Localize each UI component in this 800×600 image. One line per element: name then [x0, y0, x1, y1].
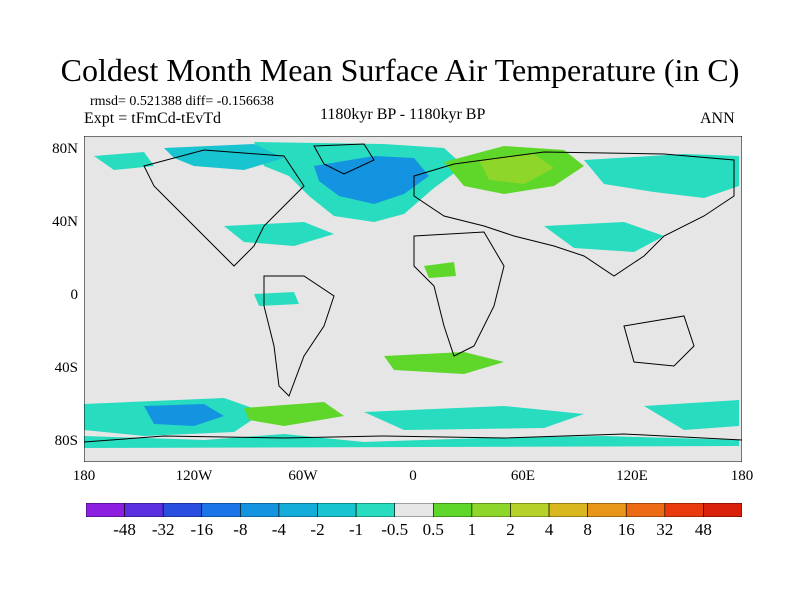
coast-australia: [623, 315, 695, 367]
colorbar-label: -8: [233, 520, 248, 539]
colorbar-swatch: [278, 503, 318, 517]
coast-africa: [413, 231, 505, 357]
contour-east-pacific: [94, 152, 154, 170]
colorbar-swatch: [548, 503, 588, 517]
colorbar-label: 0.5: [422, 520, 444, 539]
experiment-label: Expt = tFmCd-tEvTd: [84, 110, 222, 127]
season-label: ANN: [700, 110, 735, 127]
colorbar-label: 8: [583, 520, 592, 539]
colorbar-swatch: [162, 503, 203, 517]
coast-europe-asia: [413, 151, 735, 277]
y-label-40n: 40N: [52, 214, 78, 230]
colorbar-label: -48: [113, 520, 136, 539]
x-label-120w: 120W: [175, 468, 213, 484]
colorbar-swatch: [201, 503, 241, 517]
colorbar-label: -4: [271, 520, 286, 539]
contour-north-atlantic-core: [314, 156, 429, 204]
contour-north-america-east: [224, 222, 334, 246]
y-label-0: 0: [70, 287, 79, 303]
contour-southern-midlat: [384, 352, 504, 374]
colorbar-swatch: [625, 503, 666, 517]
colorbar-swatch: [471, 503, 511, 517]
stats-text: rmsd= 0.521388 diff= -0.156638: [90, 94, 274, 109]
contour-southern-ocean-far-east: [644, 400, 739, 430]
coast-greenland: [313, 143, 375, 175]
map-panel: [84, 136, 742, 462]
colorbar-swatch: [587, 503, 627, 517]
colorbar-swatch: [240, 503, 280, 517]
colorbar-swatch: [664, 503, 704, 517]
x-label-180e: 180: [730, 468, 754, 484]
colorbar-swatch: [394, 503, 434, 517]
colorbar-label: -2: [310, 520, 325, 539]
colorbar-label: -32: [151, 520, 175, 539]
x-label-120e: 120E: [616, 468, 648, 484]
colorbar-swatch: [355, 503, 396, 517]
contour-southern-ocean-core: [144, 404, 224, 426]
colorbar-label: 2: [506, 520, 515, 539]
contour-tropical-atlantic: [424, 262, 456, 278]
colorbar-label: 4: [544, 520, 554, 539]
x-label-0: 0: [409, 468, 417, 484]
x-label-60w: 60W: [288, 468, 318, 484]
map-title: Coldest Month Mean Surface Air Temperatu…: [60, 52, 740, 88]
colorbar-label: -0.5: [381, 520, 409, 539]
colorbar-label: -1: [349, 520, 364, 539]
contour-arctic-blue: [164, 144, 284, 170]
contour-southern-ocean-mid: [244, 402, 344, 426]
coast-antarctica: [84, 433, 742, 443]
contour-tropical-pacific: [254, 292, 299, 306]
y-label-80s: 80S: [54, 433, 78, 449]
coast-north-america: [143, 149, 305, 267]
colorbar-label: 1: [467, 520, 477, 539]
colorbar: [86, 503, 742, 517]
anomaly-contours: [84, 142, 739, 448]
colorbar-swatch: [124, 503, 164, 517]
contour-east-asia: [544, 222, 664, 252]
x-label-180w: 180: [72, 468, 96, 484]
coast-south-america: [263, 275, 335, 397]
colorbar-label: 16: [617, 520, 635, 539]
colorbar-label: -16: [190, 520, 214, 539]
y-label-40s: 40S: [54, 360, 78, 376]
colorbar-label: 32: [656, 520, 674, 539]
colorbar-swatch: [432, 503, 473, 517]
colorbar-swatch: [86, 503, 125, 517]
coastlines: [84, 143, 742, 443]
contour-southern-ocean-east: [364, 406, 584, 430]
colorbar-swatch: [703, 503, 742, 517]
period-label: 1180kyr BP - 1180kyr BP: [320, 106, 486, 123]
y-label-80n: 80N: [52, 141, 78, 157]
colorbar-label: 48: [694, 520, 712, 539]
x-label-60e: 60E: [510, 468, 536, 484]
contour-eurasia-core: [479, 154, 554, 184]
contour-siberia: [584, 154, 739, 198]
colorbar-swatch: [510, 503, 550, 517]
colorbar-swatch: [317, 503, 357, 517]
